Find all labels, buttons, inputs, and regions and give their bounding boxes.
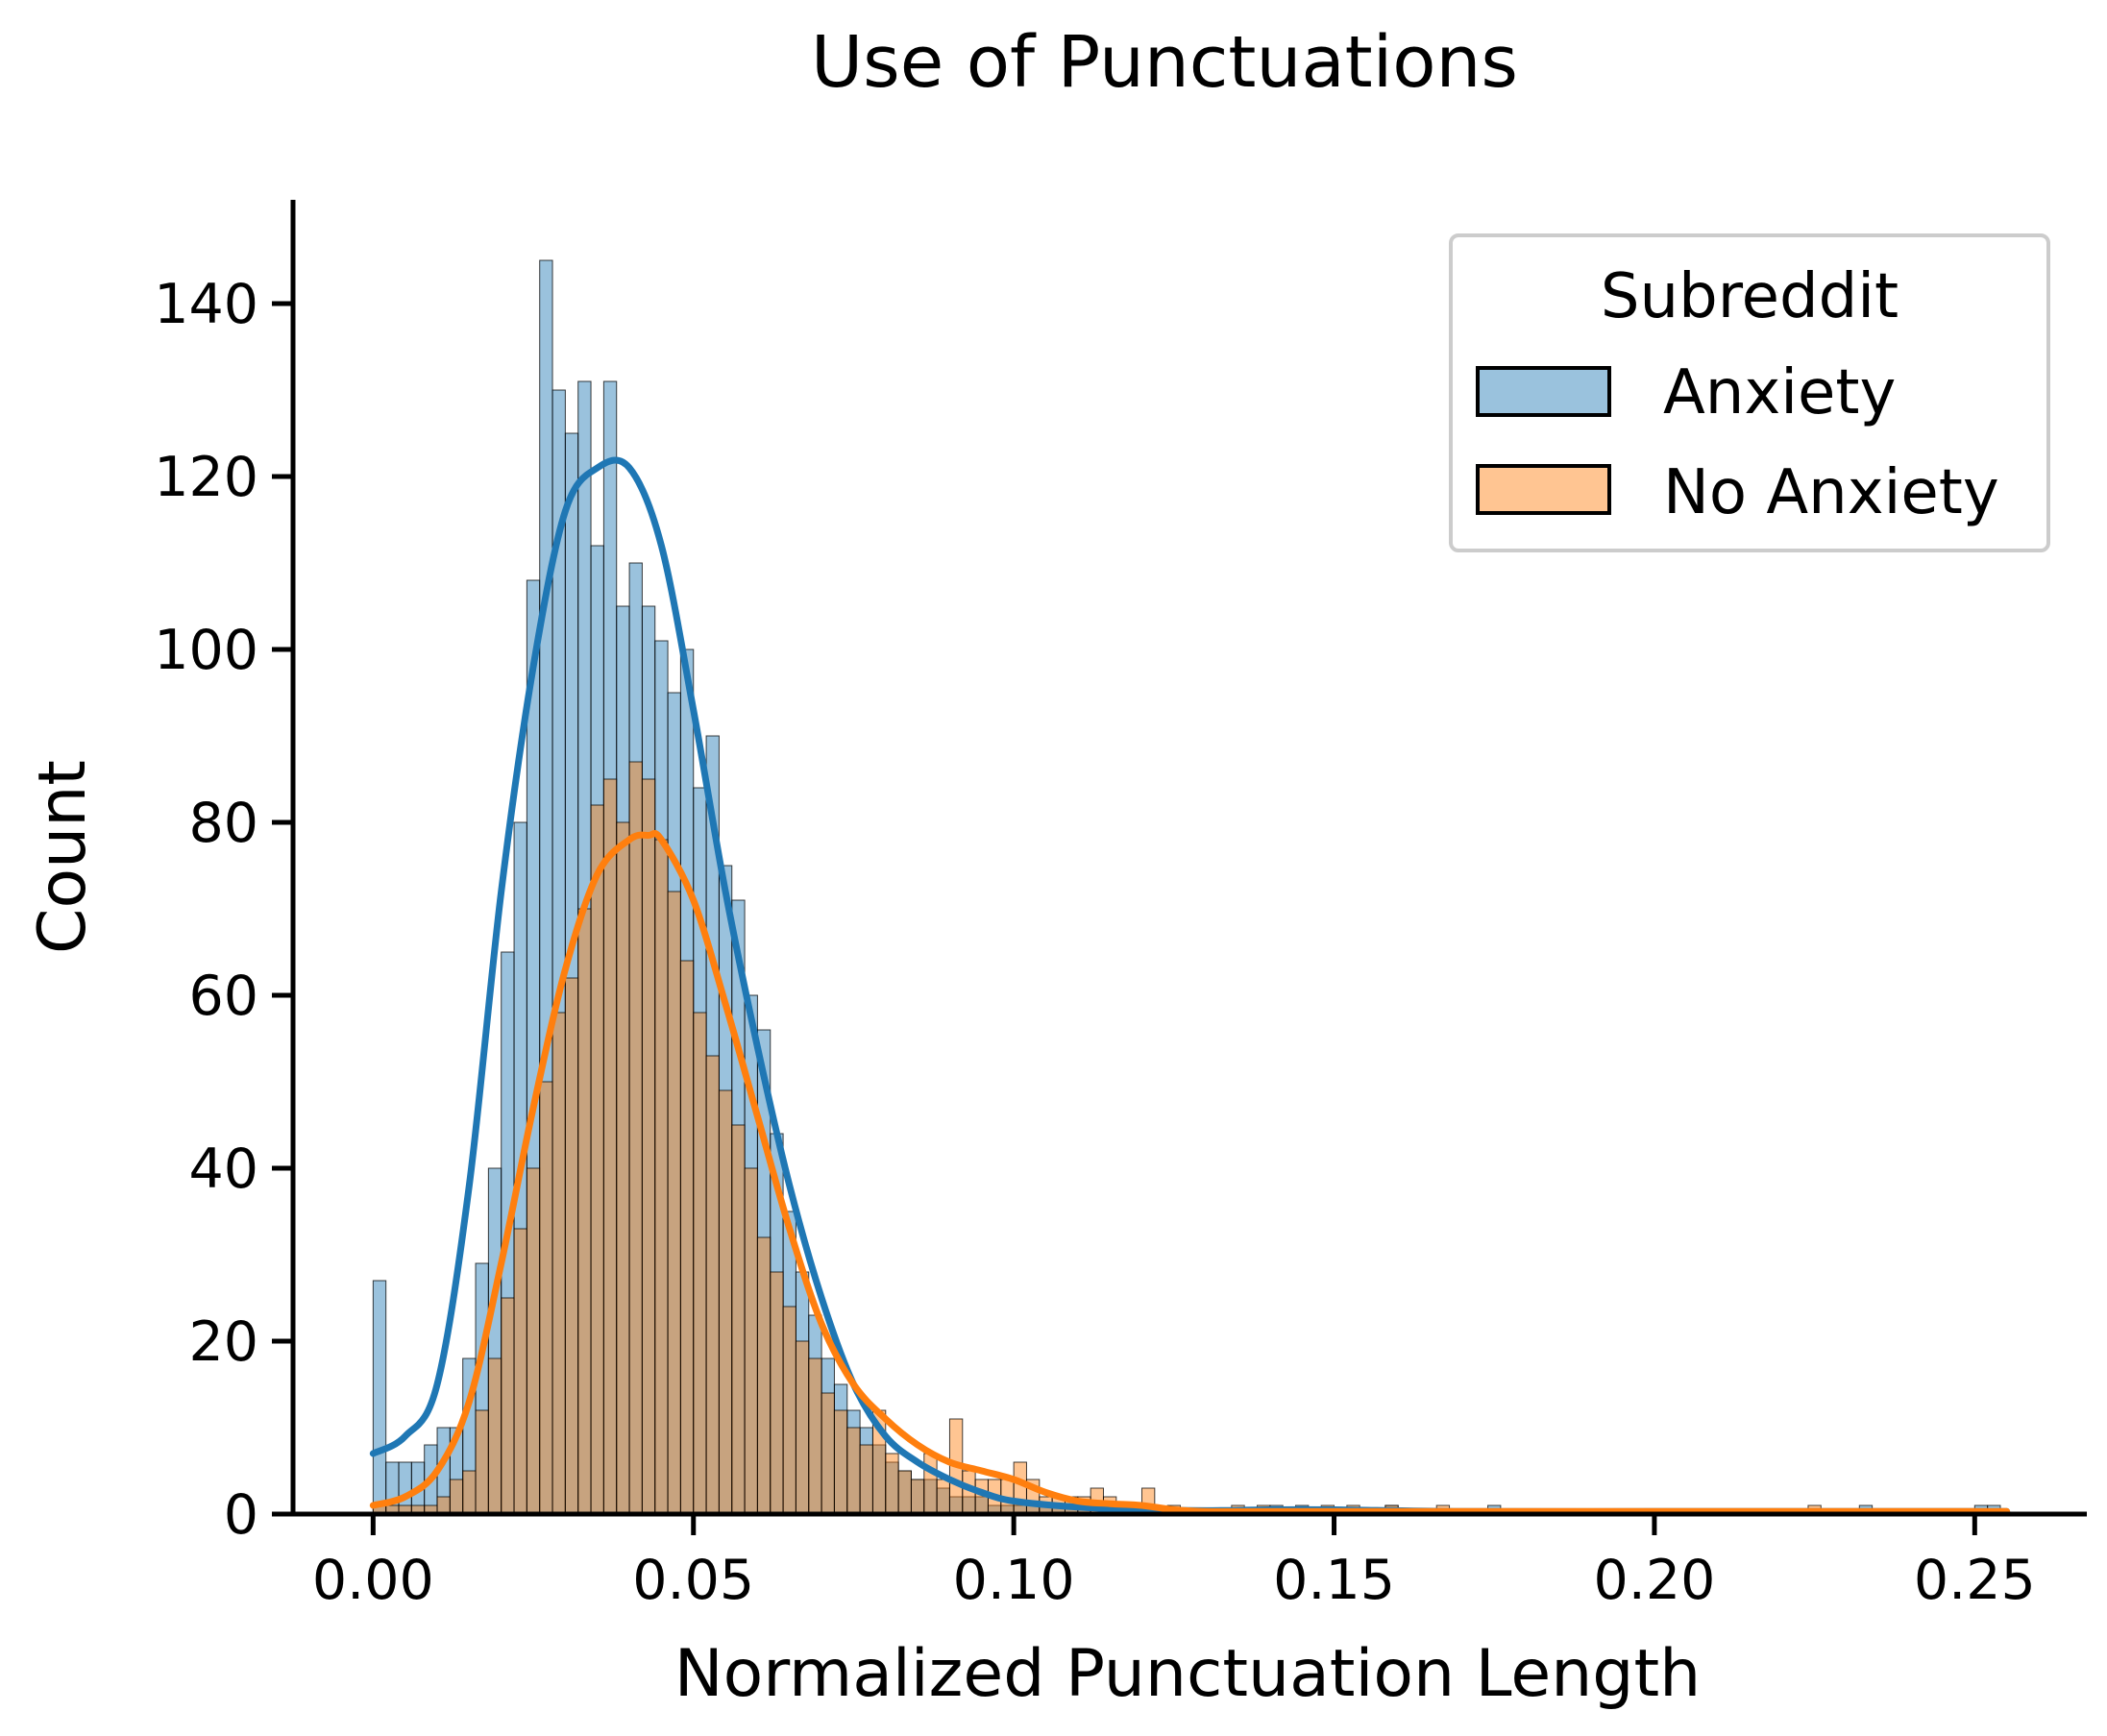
- x-tick-label-0: 0.00: [312, 1549, 434, 1612]
- bar-1-24: [679, 960, 695, 1515]
- bar-1-25: [693, 1012, 707, 1515]
- bar-1-10: [501, 1297, 515, 1515]
- bar-1-31: [770, 1271, 784, 1515]
- x-ticks: 0.00 0.05 0.10 0.15 0.20 0.25: [312, 1514, 2036, 1612]
- bar-0-0: [372, 1280, 387, 1515]
- series-bars-1: [372, 761, 1822, 1515]
- y-tick-label-3: 60: [188, 965, 258, 1028]
- bar-1-34: [808, 1357, 822, 1515]
- bar-1-14: [551, 1012, 566, 1515]
- y-ticks: 0 20 40 60 80 100 120 140: [154, 273, 293, 1547]
- bar-1-35: [821, 1392, 835, 1515]
- bar-1-36: [833, 1409, 848, 1515]
- y-tick-label-5: 100: [154, 619, 258, 682]
- y-tick-label-6: 120: [154, 446, 258, 509]
- legend-swatch-no-anxiety: [1476, 464, 1611, 515]
- y-axis-label: Count: [25, 760, 101, 954]
- legend-label-anxiety: Anxiety: [1663, 357, 1896, 428]
- bar-1-32: [782, 1306, 796, 1515]
- kde-line-1: [369, 830, 2011, 1515]
- bar-1-17: [590, 804, 604, 1515]
- bar-1-50: [1013, 1461, 1027, 1515]
- bar-1-28: [731, 1124, 746, 1515]
- bar-1-37: [846, 1427, 861, 1515]
- x-tick-label-2: 0.10: [953, 1549, 1075, 1612]
- bar-1-27: [718, 1089, 733, 1515]
- bar-1-18: [602, 778, 618, 1515]
- bar-1-11: [513, 1228, 527, 1515]
- axes: 0.00 0.05 0.10 0.15 0.20 0.25 0 20 40 60 80 100 120…: [154, 200, 2087, 1612]
- x-tick-label-5: 0.25: [1914, 1549, 2036, 1612]
- legend-label-no-anxiety: No Anxiety: [1663, 457, 1999, 528]
- legend: Subreddit Anxiety No Anxiety: [1449, 233, 2050, 552]
- histogram-bars: [372, 259, 2001, 1515]
- y-tick-label-7: 140: [154, 273, 258, 336]
- bar-1-42: [910, 1479, 925, 1515]
- bar-1-13: [539, 1081, 553, 1515]
- y-tick-label-2: 40: [188, 1137, 258, 1201]
- legend-swatch-anxiety: [1476, 366, 1611, 417]
- y-tick-label-4: 80: [188, 792, 258, 855]
- x-axis-label: Normalized Punctuation Length: [674, 1636, 1701, 1712]
- bar-1-41: [897, 1470, 912, 1515]
- x-tick-label-4: 0.20: [1593, 1549, 1715, 1612]
- bar-1-12: [526, 1167, 541, 1515]
- kde-curves: [369, 456, 2011, 1515]
- bar-1-20: [628, 761, 643, 1515]
- bar-1-21: [641, 778, 656, 1515]
- bar-1-26: [705, 1055, 720, 1515]
- bar-1-15: [564, 977, 579, 1515]
- bar-1-22: [654, 839, 669, 1515]
- bar-1-23: [667, 891, 681, 1515]
- bar-1-7: [462, 1470, 477, 1515]
- bar-1-9: [487, 1357, 502, 1515]
- bar-1-44: [936, 1479, 950, 1515]
- bar-1-6: [449, 1479, 464, 1515]
- y-tick-label-0: 0: [224, 1483, 258, 1547]
- legend-frame: [1449, 233, 2050, 552]
- bar-1-5: [436, 1496, 451, 1515]
- legend-title: Subreddit: [1601, 261, 1899, 332]
- y-tick-label-1: 20: [188, 1310, 258, 1374]
- bar-1-16: [577, 908, 592, 1515]
- bar-1-40: [885, 1453, 899, 1515]
- x-tick-label-1: 0.05: [632, 1549, 754, 1612]
- bar-1-19: [616, 821, 630, 1515]
- chart-title: Use of Punctuations: [811, 21, 1518, 104]
- bar-1-8: [475, 1409, 489, 1515]
- bar-1-30: [756, 1236, 772, 1515]
- bar-1-33: [795, 1340, 810, 1515]
- bar-1-38: [859, 1444, 873, 1515]
- x-tick-label-3: 0.15: [1273, 1549, 1395, 1612]
- bar-1-43: [923, 1453, 938, 1515]
- bar-1-29: [744, 1167, 758, 1515]
